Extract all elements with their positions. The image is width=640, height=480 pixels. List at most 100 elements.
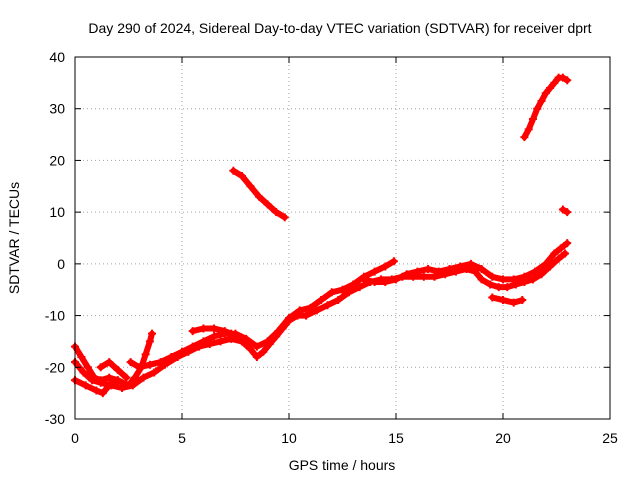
data-point (252, 342, 261, 351)
data-point (477, 265, 486, 274)
data-point (79, 368, 88, 377)
data-point (528, 115, 537, 124)
data-point (148, 329, 157, 338)
data-point (370, 267, 379, 276)
data-point (306, 303, 315, 312)
data-point (546, 84, 555, 93)
data-point (488, 293, 497, 302)
data-point (199, 337, 208, 346)
y-tick-label: 10 (49, 204, 65, 220)
y-tick-label: 30 (49, 101, 65, 117)
data-point (477, 275, 486, 284)
data-point (370, 277, 379, 286)
data-point (550, 249, 559, 258)
data-point (280, 213, 289, 222)
data-point (488, 272, 497, 281)
data-point (563, 208, 572, 217)
y-tick-label: 20 (49, 152, 65, 168)
data-point (550, 78, 559, 87)
data-point (96, 378, 105, 387)
data-point (558, 205, 567, 214)
data-point (77, 352, 86, 361)
data-point (229, 166, 238, 175)
data-point (466, 259, 475, 268)
x-axis-title: GPS time / hours (289, 457, 396, 473)
data-point (413, 267, 422, 276)
data-point (359, 275, 368, 284)
data-point (167, 352, 176, 361)
data-point (520, 133, 529, 142)
data-point (105, 358, 114, 367)
data-point (98, 389, 107, 398)
data-point (419, 272, 428, 281)
data-point (381, 262, 390, 271)
data-point (272, 208, 281, 217)
x-tick-label: 20 (495, 430, 511, 446)
data-marks (71, 73, 572, 398)
data-point (445, 265, 454, 274)
data-point (509, 275, 518, 284)
data-point (150, 368, 159, 377)
data-point (392, 275, 400, 284)
data-point (139, 373, 148, 382)
data-point (188, 342, 197, 351)
data-point (389, 257, 398, 266)
data-point (188, 327, 197, 336)
data-point (210, 324, 219, 333)
data-point (96, 363, 105, 372)
data-point (563, 76, 572, 85)
data-point (531, 267, 540, 276)
data-point (323, 301, 332, 310)
data-point (556, 244, 565, 253)
y-tick-label: 40 (49, 49, 65, 65)
data-point (274, 327, 283, 336)
data-point (338, 285, 347, 294)
data-point (122, 373, 131, 382)
data-point (285, 314, 293, 323)
data-point (237, 171, 246, 180)
data-point (92, 386, 101, 395)
data-point (528, 275, 537, 284)
data-point (178, 347, 186, 356)
y-axis-ticks: -30 -20 -10 0 10 20 30 40 (45, 49, 610, 427)
data-point (537, 96, 546, 105)
series-track-h (489, 294, 526, 306)
data-point (541, 259, 550, 268)
data-point (503, 283, 512, 292)
data-point (546, 262, 555, 271)
data-point (554, 254, 563, 263)
data-point (520, 272, 529, 281)
data-point (509, 298, 518, 307)
data-point (537, 270, 546, 279)
data-point (518, 296, 527, 305)
data-point (456, 262, 465, 271)
data-point (334, 296, 343, 305)
y-tick-label: -10 (45, 308, 65, 324)
data-point (263, 200, 272, 209)
data-point (135, 363, 144, 372)
data-point (494, 283, 503, 292)
data-point (141, 350, 150, 359)
data-point (113, 365, 122, 374)
data-point (242, 334, 251, 343)
x-tick-label: 5 (178, 430, 186, 446)
data-point (156, 358, 165, 367)
data-point (355, 283, 364, 292)
y-tick-label: -30 (45, 411, 65, 427)
data-point (105, 381, 114, 390)
x-tick-label: 10 (281, 430, 297, 446)
series-track-j (521, 74, 571, 141)
data-point (327, 288, 336, 297)
series-track-e (97, 359, 130, 381)
data-point (105, 373, 114, 382)
y-axis-title: SDTVAR / TECUs (6, 182, 22, 294)
x-tick-label: 0 (71, 430, 79, 446)
data-point (259, 347, 268, 356)
y-tick-label: 0 (57, 256, 65, 272)
data-point (81, 381, 90, 390)
data-point (145, 337, 154, 346)
data-point (302, 311, 311, 320)
data-point (349, 280, 358, 289)
y-tick-label: -20 (45, 359, 65, 375)
